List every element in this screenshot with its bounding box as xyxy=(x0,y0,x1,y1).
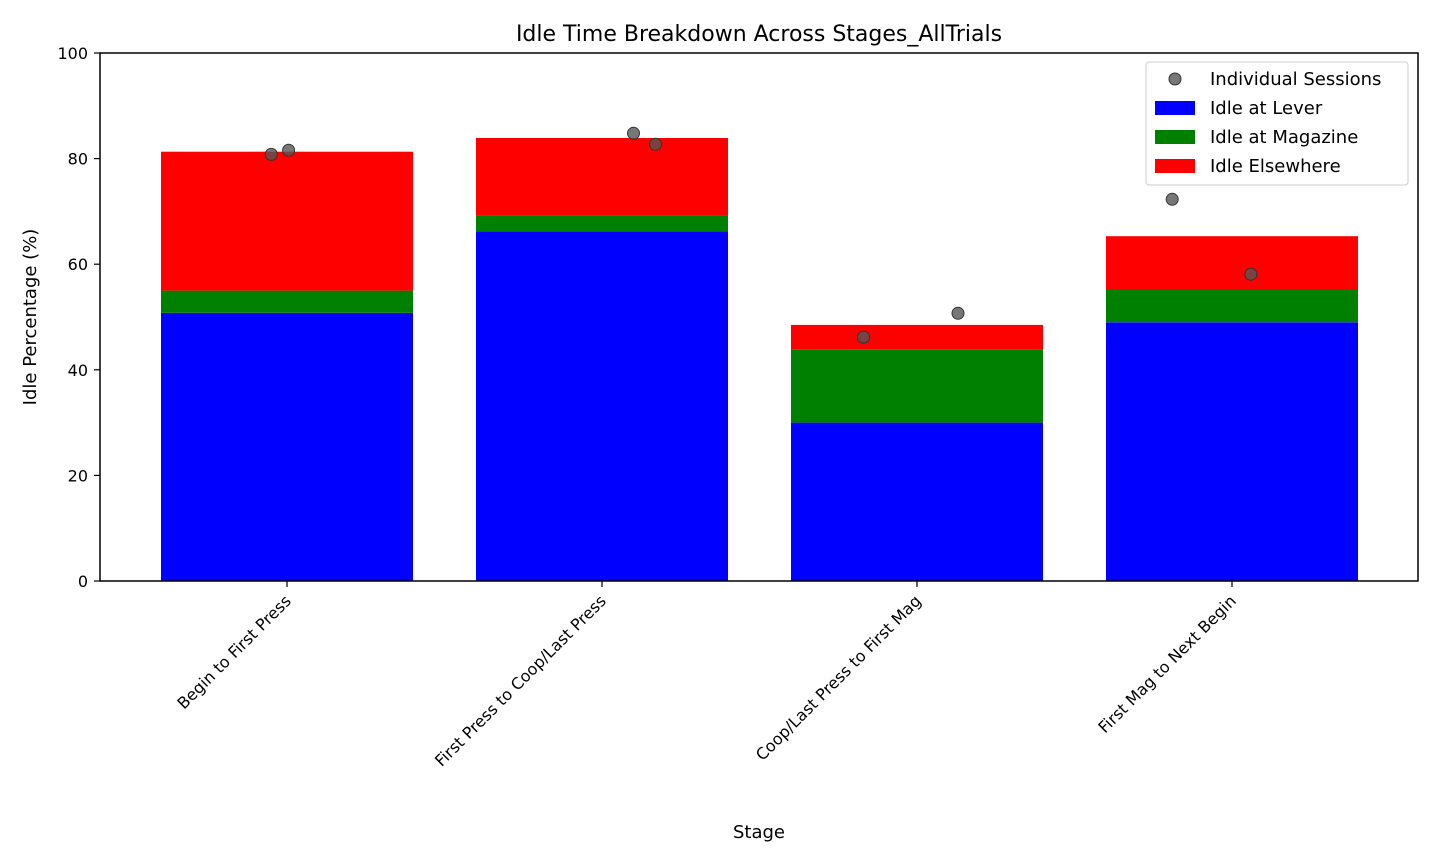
bar-idle-at-magazine-3 xyxy=(791,349,1043,423)
x-tick-label-1: Begin to First Press xyxy=(173,591,294,712)
session-point-8 xyxy=(1244,267,1258,281)
session-point-4 xyxy=(649,137,662,151)
y-axis: 0 20 40 60 80 100 xyxy=(57,44,100,591)
legend-label-individual-sessions: Individual Sessions xyxy=(1210,69,1381,90)
plot-frame xyxy=(99,52,1419,582)
chart-title: Idle Time Breakdown Across Stages_AllTri… xyxy=(516,22,1002,47)
bars-group xyxy=(161,138,1358,581)
bar-idle-at-magazine-1 xyxy=(161,290,413,313)
legend-swatch-idle-at-magazine xyxy=(1155,130,1195,144)
bar-idle-elsewhere-3 xyxy=(791,324,1043,350)
session-point-6 xyxy=(951,306,965,320)
bar-idle-at-lever-1 xyxy=(161,312,413,581)
y-tick-label-1: 20 xyxy=(68,466,88,485)
bar-idle-at-lever-3 xyxy=(791,422,1043,581)
y-tick-label-5: 100 xyxy=(57,44,88,63)
legend: Individual Sessions Idle at Lever Idle a… xyxy=(1145,61,1409,186)
y-tick-label-3: 60 xyxy=(68,255,88,274)
y-tick-label-4: 80 xyxy=(68,150,88,169)
session-point-2 xyxy=(282,143,296,157)
bar-idle-at-magazine-4 xyxy=(1106,289,1358,323)
bar-idle-at-magazine-2 xyxy=(476,215,728,232)
x-axis-label: Stage xyxy=(733,822,785,843)
bar-idle-at-lever-4 xyxy=(1106,322,1358,581)
x-tick-label-2: First Press to Coop/Last Press xyxy=(431,591,610,770)
legend-swatch-idle-elsewhere xyxy=(1155,159,1195,173)
legend-label-idle-elsewhere: Idle Elsewhere xyxy=(1210,156,1341,177)
x-tick-label-3: Coop/Last Press to First Mag xyxy=(752,591,925,764)
y-axis-label: Idle Percentage (%) xyxy=(20,229,41,406)
session-point-3 xyxy=(627,126,640,140)
bar-idle-elsewhere-4 xyxy=(1106,236,1358,290)
session-point-5 xyxy=(857,330,870,344)
y-tick-label-0: 0 xyxy=(78,572,88,591)
legend-label-idle-at-lever: Idle at Lever xyxy=(1210,98,1323,119)
y-tick-label-2: 40 xyxy=(68,361,88,380)
bar-idle-at-lever-2 xyxy=(476,231,728,581)
bar-idle-elsewhere-1 xyxy=(161,151,413,291)
legend-frame xyxy=(1145,61,1409,186)
legend-marker-individual-sessions xyxy=(1168,72,1182,86)
session-points-group xyxy=(264,126,1258,344)
session-point-1 xyxy=(264,147,278,161)
x-axis: Begin to First Press First Press to Coop/… xyxy=(173,581,1240,770)
x-tick-label-4: First Mag to Next Begin xyxy=(1094,591,1239,736)
bar-idle-elsewhere-2 xyxy=(476,138,728,216)
legend-swatch-idle-at-lever xyxy=(1155,101,1195,115)
session-point-7 xyxy=(1165,192,1179,206)
legend-label-idle-at-magazine: Idle at Magazine xyxy=(1210,127,1358,148)
